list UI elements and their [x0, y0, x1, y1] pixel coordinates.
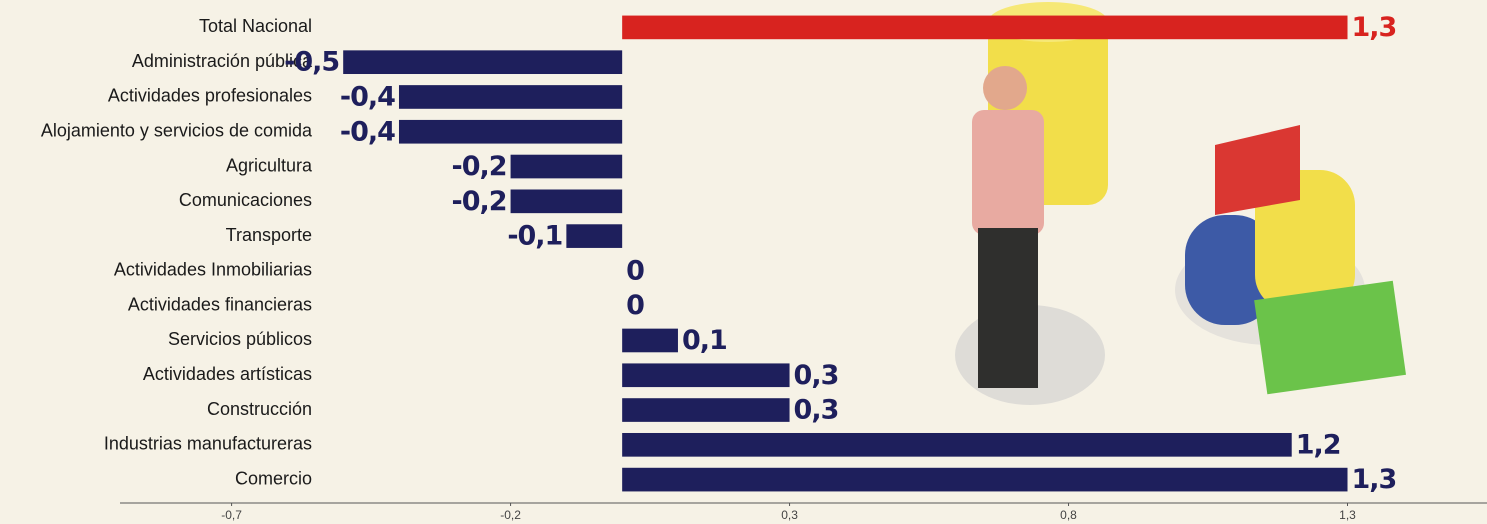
category-label: Alojamiento y servicios de comida [41, 121, 313, 141]
value-label: 1,3 [1352, 12, 1397, 43]
x-tick-label: 1,3 [1339, 508, 1356, 522]
x-tick-label: 0,3 [781, 508, 798, 522]
category-label: Transporte [226, 225, 312, 245]
value-label: 1,3 [1352, 464, 1397, 495]
x-tick-label: -0,7 [221, 508, 242, 522]
bar [566, 224, 623, 248]
category-label: Servicios públicos [168, 329, 312, 349]
value-label: 0 [626, 290, 644, 321]
category-label: Total Nacional [199, 16, 312, 36]
category-label: Administración pública [132, 51, 313, 71]
category-label: Agricultura [226, 155, 313, 175]
bar [622, 15, 1348, 40]
category-label: Comercio [235, 468, 312, 488]
person-body [972, 110, 1044, 235]
bar [622, 432, 1292, 457]
bar [510, 189, 623, 214]
pie-red [1215, 125, 1300, 215]
x-tick-label: 0,8 [1060, 508, 1077, 522]
value-label: -0,5 [284, 47, 339, 78]
value-label: -0,4 [340, 81, 395, 112]
value-label: 0,3 [794, 360, 839, 391]
bar [510, 154, 623, 179]
pie-blue [1185, 215, 1275, 325]
value-label: 0,1 [682, 325, 727, 356]
bar [622, 398, 790, 422]
bar [398, 119, 623, 144]
category-label: Actividades Inmobiliarias [114, 260, 312, 280]
bar [622, 328, 678, 353]
value-label: -0,1 [507, 221, 562, 252]
pie-yellow [1255, 170, 1355, 310]
category-label: Comunicaciones [179, 190, 312, 210]
value-label: -0,2 [452, 151, 507, 182]
bar [622, 363, 790, 388]
value-label: 1,2 [1296, 429, 1341, 460]
bar [622, 467, 1348, 492]
value-label: 0,3 [794, 395, 839, 426]
x-tick-label: -0,2 [500, 508, 521, 522]
category-label: Actividades financieras [128, 294, 312, 314]
person-head [983, 66, 1027, 110]
value-label: -0,4 [340, 116, 395, 147]
category-label: Industrias manufactureras [104, 434, 312, 454]
value-label: -0,2 [452, 186, 507, 217]
category-label: Construcción [207, 399, 312, 419]
category-label: Actividades profesionales [108, 86, 312, 106]
money [1254, 280, 1406, 395]
bar [343, 50, 623, 75]
illustration [955, 2, 1406, 405]
person-legs [978, 228, 1038, 388]
category-label: Actividades artísticas [143, 364, 312, 384]
value-label: 0 [626, 255, 644, 286]
bar [398, 85, 623, 109]
